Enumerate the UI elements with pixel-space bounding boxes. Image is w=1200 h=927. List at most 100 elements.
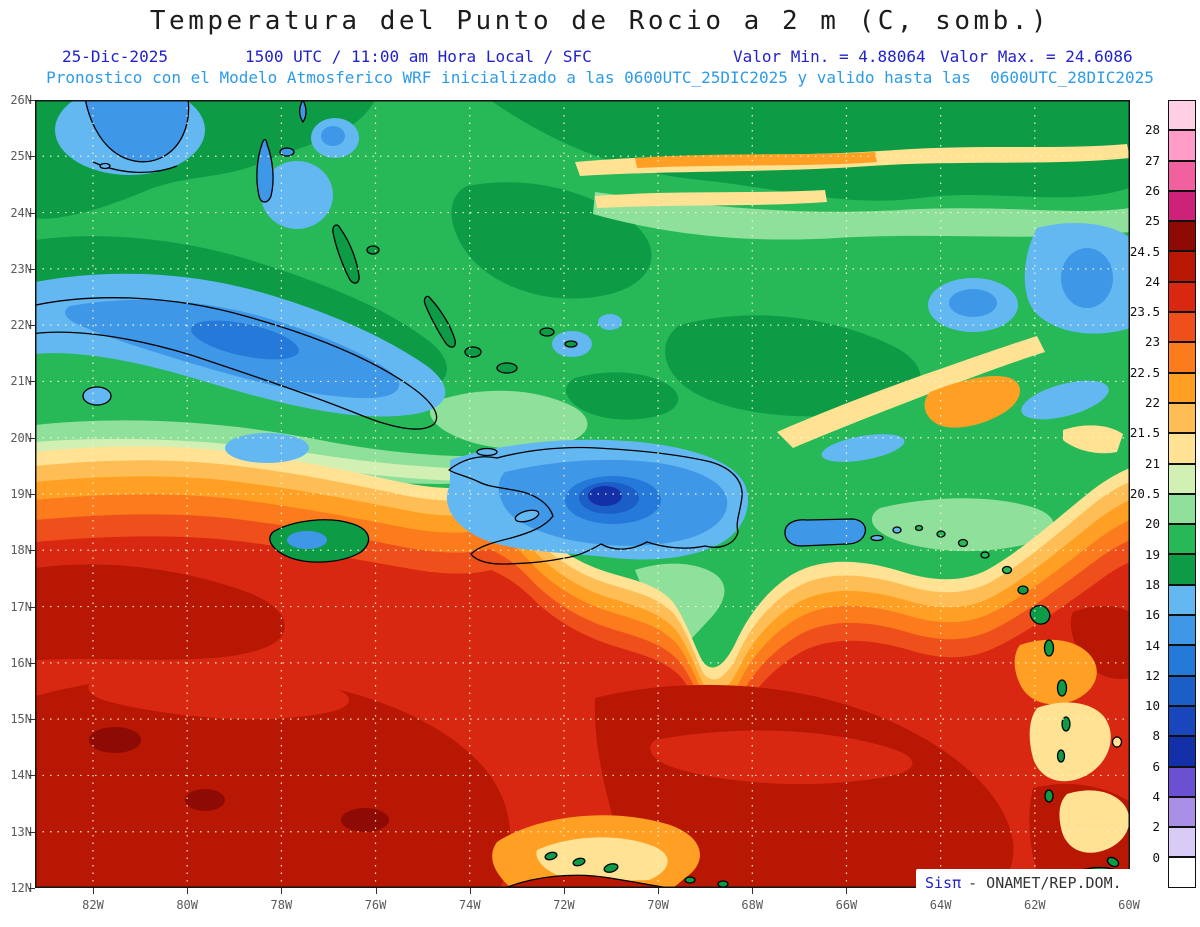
- puerto-rico-coastline: [784, 518, 884, 547]
- lon-tick: [846, 888, 848, 894]
- lat-tick: [29, 550, 35, 552]
- legend-label: 18: [1144, 576, 1160, 592]
- legend-label: 26: [1144, 182, 1160, 198]
- lon-label: 66W: [835, 898, 858, 912]
- lat-label: 21N: [10, 374, 32, 389]
- watermark-brand: Sisπ: [925, 873, 962, 892]
- legend-label: 22: [1144, 395, 1160, 411]
- legend-label: 24.5: [1129, 243, 1160, 259]
- legend-swatches: [1168, 100, 1196, 888]
- bahamas-coastline: [256, 138, 578, 374]
- lon-label: 70W: [647, 898, 669, 912]
- lon-label: 74W: [458, 898, 481, 912]
- lon-label: 82W: [82, 898, 104, 912]
- legend-label: 19: [1144, 546, 1160, 562]
- lat-tick: [29, 268, 35, 270]
- lat-label: 23N: [10, 261, 32, 276]
- lat-tick: [29, 831, 35, 833]
- watermark: Sisπ - ONAMET/REP.DOM.: [916, 869, 1131, 896]
- lon-tick: [658, 888, 660, 894]
- legend-label: 10: [1144, 698, 1160, 714]
- legend-label: 8: [1152, 728, 1160, 744]
- lon-label: 64W: [929, 898, 952, 912]
- legend-swatch: [1168, 312, 1196, 343]
- legend-label: 20: [1144, 516, 1160, 532]
- lon-tick: [281, 888, 283, 894]
- legend-label: 16: [1144, 607, 1160, 623]
- legend-label: 4: [1152, 789, 1160, 805]
- legend-label: 0: [1152, 849, 1160, 865]
- value-min: Valor Min. = 4.88064: [733, 47, 926, 66]
- lon-tick: [375, 888, 377, 894]
- legend-label: 23.5: [1129, 304, 1160, 320]
- lat-label: 16N: [10, 655, 32, 670]
- lat-tick: [29, 325, 35, 327]
- lat-tick: [29, 719, 35, 721]
- contour-field: [35, 100, 1130, 888]
- lon-tick: [93, 888, 94, 894]
- lon-label: 72W: [553, 898, 575, 912]
- legend-swatch: [1168, 645, 1196, 676]
- hispaniola-coastline: [448, 446, 743, 565]
- lat-label: 24N: [10, 205, 32, 220]
- legend-swatch: [1168, 372, 1196, 403]
- legend-swatch: [1168, 281, 1196, 313]
- weather-map-svg: [35, 100, 1130, 888]
- legend-swatch: [1168, 342, 1196, 373]
- legend-swatch: [1168, 554, 1196, 585]
- legend-swatch: [1168, 221, 1196, 252]
- lon-label: 68W: [741, 898, 764, 912]
- jamaica-coastline: [269, 519, 370, 563]
- legend-swatch: [1168, 615, 1196, 646]
- legend-swatch: [1168, 827, 1196, 858]
- legend-swatch: [1168, 100, 1196, 131]
- legend-swatch: [1168, 433, 1196, 464]
- gridlines: [35, 100, 1130, 888]
- legend-labels: 28 27 26 25 24.5 24 23.5 23 22.5 22 21.5 21 20.5 20 19…: [1120, 100, 1164, 888]
- lat-tick: [29, 662, 35, 664]
- legend-swatch: [1168, 857, 1196, 888]
- legend-label: 27: [1144, 152, 1160, 168]
- lat-label: 12N: [10, 881, 32, 895]
- legend-label: 2: [1152, 819, 1160, 835]
- south-islands-coastline: [504, 851, 729, 888]
- cuba-coastline: [35, 297, 438, 430]
- legend-swatch: [1168, 190, 1196, 222]
- lat-label: 18N: [10, 543, 32, 558]
- legend-swatch: [1168, 402, 1196, 434]
- legend-label: 21: [1144, 455, 1160, 471]
- legend-label: 14: [1144, 637, 1160, 653]
- legend-swatch: [1168, 130, 1196, 161]
- lon-tick: [469, 888, 471, 894]
- lesser-antilles-coastline: [892, 524, 1126, 888]
- legend-label: 20.5: [1129, 486, 1160, 501]
- legend-swatch: [1168, 796, 1196, 828]
- lon-label: 80W: [176, 898, 199, 912]
- lon-label: 76W: [364, 898, 387, 912]
- map-area: [35, 100, 1130, 888]
- lat-label: 13N: [10, 824, 32, 839]
- legend-swatch: [1168, 766, 1196, 797]
- legend-swatch: [1168, 705, 1196, 737]
- legend-swatch: [1168, 584, 1196, 616]
- lon-tick: [752, 888, 754, 894]
- legend-swatch: [1168, 736, 1196, 767]
- lat-label: 20N: [10, 430, 32, 445]
- watermark-text: - ONAMET/REP.DOM.: [968, 873, 1122, 892]
- legend-swatch: [1168, 251, 1196, 282]
- lat-tick: [29, 606, 35, 608]
- lon-label: 78W: [270, 898, 293, 912]
- lat-label: 22N: [10, 318, 32, 333]
- legend-swatch: [1168, 463, 1196, 494]
- legend-label: 21.5: [1129, 425, 1160, 441]
- page-title: Temperatura del Punto de Rocio a 2 m (C,…: [149, 6, 1051, 36]
- legend-label: 12: [1144, 667, 1160, 683]
- forecast-note: Pronostico con el Modelo Atmosferico WRF…: [46, 68, 1154, 87]
- legend-label: 22.5: [1129, 364, 1160, 380]
- legend-label: 6: [1152, 758, 1160, 774]
- lat-tick: [29, 494, 35, 495]
- legend-swatch: [1168, 493, 1196, 525]
- lat-tick: [29, 156, 35, 158]
- legend-swatch: [1168, 675, 1196, 706]
